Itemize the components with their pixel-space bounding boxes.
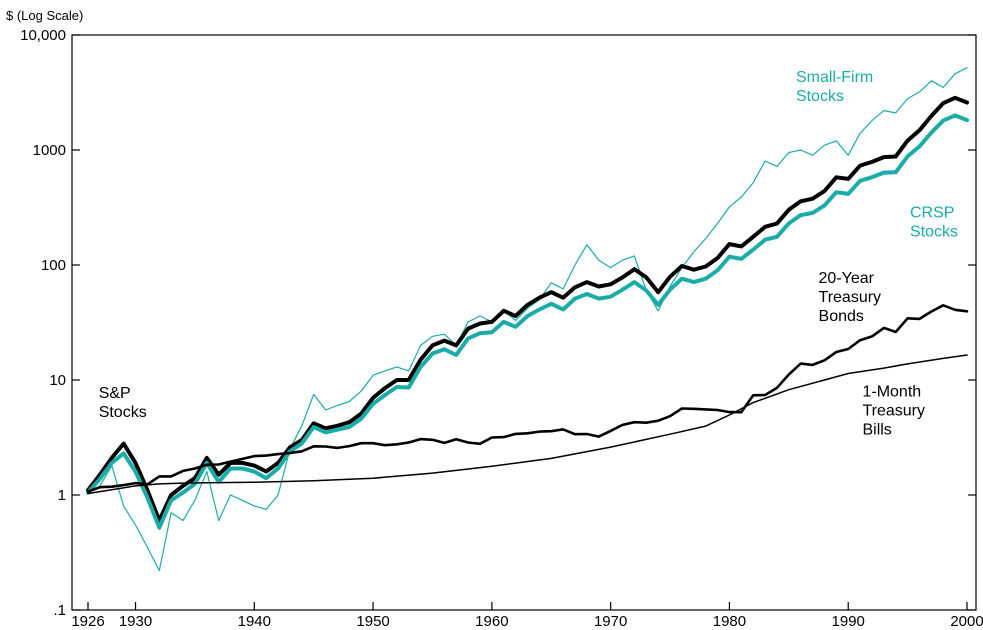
y-tick-label: 10 xyxy=(49,372,66,389)
annotation-line: Stocks xyxy=(99,404,147,421)
x-tick-label: 1970 xyxy=(594,613,627,630)
x-axis: 1926 1930 1940 1950 1960 1970 1980 1990 2000 xyxy=(71,602,983,630)
series-annotation: S&P Stocks xyxy=(99,385,147,421)
x-tick-label: 1960 xyxy=(475,613,508,630)
series-annotation: Small-Firm Stocks xyxy=(796,69,873,105)
series-annotation: 20-Year Treasury Bonds xyxy=(819,270,882,325)
x-tick-label: 1930 xyxy=(119,613,152,630)
x-tick-label: 2000 xyxy=(950,613,983,630)
series-layer xyxy=(86,67,969,572)
x-tick-label: 1990 xyxy=(832,613,865,630)
y-tick-label: 1 xyxy=(58,487,66,504)
y-tick-label: 10,000 xyxy=(20,27,66,44)
annotation-line: CRSP xyxy=(910,204,954,221)
annotation-line: S&P xyxy=(99,385,131,402)
series-annotation: 1-Month Treasury Bills xyxy=(862,383,925,438)
series-line-20-year-treasury-bonds xyxy=(86,304,969,493)
series-line-small-firm-stocks xyxy=(87,67,968,572)
y-axis: .1 1 10 100 1000 10,000 xyxy=(20,27,976,619)
y-tick-label: .1 xyxy=(53,602,66,619)
series-line-1-month-treasury-bills xyxy=(87,354,968,495)
annotation-line: Small-Firm xyxy=(796,69,873,86)
y-axis-title: $ (Log Scale) xyxy=(6,8,83,23)
series-annotation: CRSP Stocks xyxy=(910,204,958,240)
y-tick-label: 1000 xyxy=(33,142,66,159)
series-line-s-p-stocks xyxy=(86,95,969,523)
x-tick-label: 1980 xyxy=(713,613,746,630)
y-tick-label: 100 xyxy=(41,257,66,274)
plot-frame xyxy=(71,34,977,611)
annotation-line: Treasury xyxy=(819,289,882,306)
x-tick-label: 1926 xyxy=(71,613,104,630)
annotation-line: Bills xyxy=(862,421,891,438)
annotation-line: Bonds xyxy=(819,308,864,325)
annotation-line: 20-Year xyxy=(819,270,875,287)
x-tick-label: 1950 xyxy=(356,613,389,630)
x-tick-label: 1940 xyxy=(238,613,271,630)
annotation-line: Treasury xyxy=(862,402,925,419)
annotation-line: 1-Month xyxy=(862,383,921,400)
series-line-crsp-stocks xyxy=(86,113,969,530)
annotation-line: Stocks xyxy=(910,223,958,240)
annotations: Small-Firm Stocks CRSP Stocks 20-Year Treasur… xyxy=(99,69,958,438)
annotation-line: Stocks xyxy=(796,88,844,105)
